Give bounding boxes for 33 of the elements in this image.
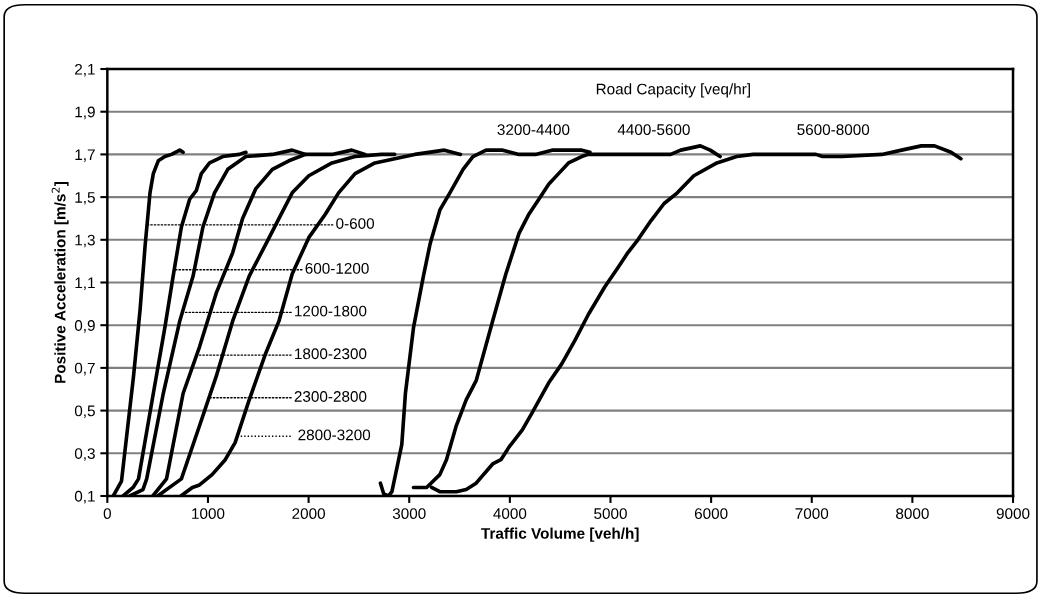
annotation: 2300-2800	[294, 391, 367, 402]
y-tick-label: 1,1	[75, 277, 95, 290]
y-tick-label: 0,3	[74, 448, 95, 461]
x-tick-label: 3000	[392, 508, 426, 520]
annotation: 600-1200	[305, 262, 369, 274]
y-tick-label: 1,5	[75, 192, 95, 205]
annotation: 0-600	[336, 218, 375, 229]
x-tick-label: 4000	[493, 508, 527, 520]
x-tick-label: 1000	[192, 508, 225, 520]
annotation: 3200-4400	[497, 124, 570, 136]
y-tick-label: 0,9	[74, 320, 95, 333]
annotation: 2800-3200	[298, 429, 371, 441]
annotation: Road Capacity [veq/hr]	[596, 83, 750, 98]
x-tick-label: 7000	[795, 508, 829, 520]
y-tick-label: 0,5	[74, 405, 95, 419]
x-axis-title: Traffic Volume [veh/h]	[481, 527, 639, 542]
y-tick-label: 0,1	[74, 490, 95, 504]
x-tick-label: 0	[103, 508, 111, 520]
y-tick-label: 1,3	[75, 234, 95, 248]
x-tick-label: 8000	[896, 508, 929, 520]
x-tick-label: 9000	[996, 508, 1030, 520]
annotation: 1800-2300	[295, 348, 367, 360]
y-tick-label: 1,7	[75, 149, 95, 162]
annotation: 1200-1800	[295, 305, 367, 317]
y-tick-label: 0,7	[74, 362, 95, 376]
x-tick-label: 6000	[694, 508, 728, 520]
y-axis-title: Positive Acceleration [m/s$^{2}$]	[51, 182, 69, 383]
annotation: 4400-5600	[617, 124, 690, 136]
annotation: 5600-8000	[797, 124, 870, 136]
x-tick-label: 5000	[594, 508, 627, 520]
x-tick-label: 2000	[292, 508, 325, 520]
y-tick-label: 2,1	[75, 63, 95, 77]
y-tick-label: 1,9	[75, 106, 95, 120]
